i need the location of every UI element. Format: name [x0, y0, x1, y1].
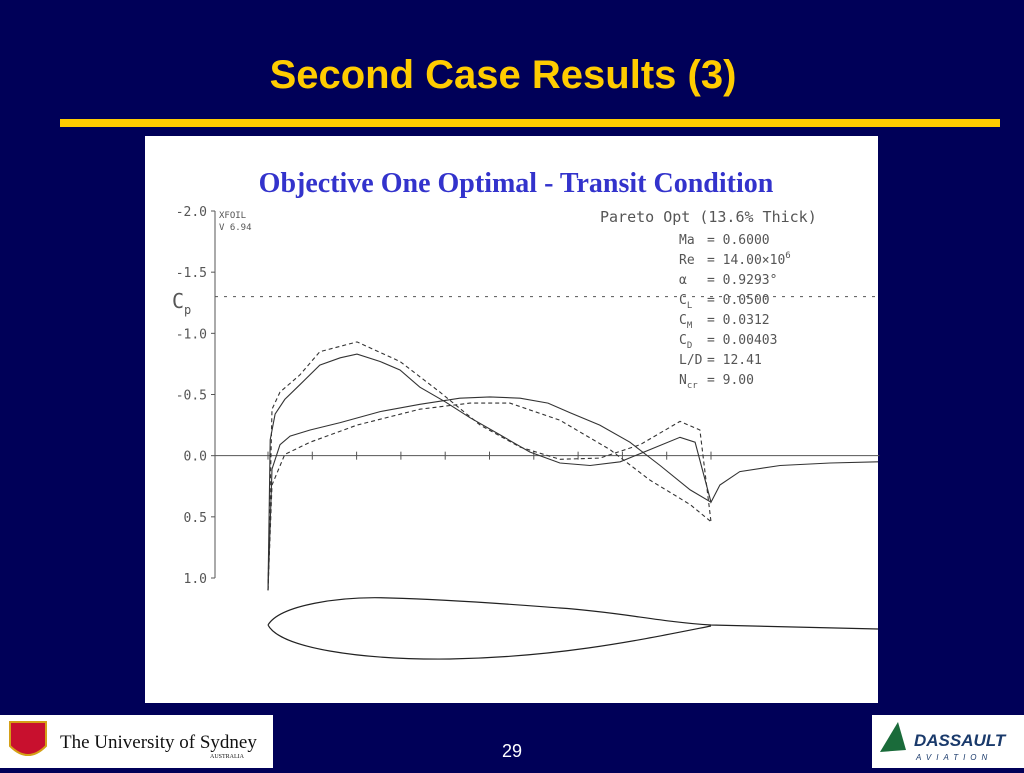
parameter: Ncr = 9.00: [679, 373, 754, 391]
y-tick-label: -1.5: [176, 266, 207, 281]
dassault-name: DASSAULT: [914, 731, 1007, 750]
y-label-sub: p: [184, 303, 191, 317]
parameter-value: = 14.00×10: [707, 253, 785, 268]
parameter-symbol: L/D: [679, 353, 703, 368]
program: XFOIL: [219, 211, 246, 221]
parameter-symbol: Re: [679, 253, 695, 268]
parameter: CM = 0.0312: [679, 313, 770, 331]
parameter: CD = 0.00403: [679, 333, 777, 351]
parameter-symbol: N: [679, 373, 687, 388]
y-tick-label: 0.5: [184, 511, 207, 526]
parameter-value: = 0.0312: [707, 313, 770, 328]
parameter-symbol: C: [679, 293, 687, 308]
cp-curve: [267, 402, 712, 591]
parameter-sub: M: [687, 321, 693, 331]
y-tick-label: -2.0: [176, 205, 207, 220]
parameter-value: = 0.9293°: [707, 273, 777, 288]
parameter-symbol: Ma: [679, 233, 695, 248]
case-label: Pareto Opt (13.6% Thick): [600, 208, 817, 226]
parameter-value: = 0.0500: [707, 293, 770, 308]
y-tick-label: -0.5: [176, 389, 207, 404]
y-label-symbol: C: [172, 289, 184, 313]
university-name: The University of Sydney: [60, 732, 257, 753]
parameter-symbol: α: [679, 273, 687, 288]
parameter-symbol: C: [679, 313, 687, 328]
y-tick-label: 0.0: [184, 450, 207, 465]
y-axis-label: Cp: [172, 289, 191, 317]
airfoil-shape: [267, 597, 879, 660]
plot-panel: [145, 136, 878, 703]
plot: -2.0 -1.5 -1.0 -0.5 0.0 0.5 1.0: [176, 205, 880, 591]
crest: [9, 721, 47, 756]
university-country: AUSTRALIA: [210, 754, 245, 760]
parameter-value: = 9.00: [707, 373, 754, 388]
page-number: 29: [502, 741, 522, 761]
parameter-value: = 0.00403: [707, 333, 777, 348]
version: V 6.94: [219, 223, 252, 233]
title-rule: [60, 119, 1000, 127]
chart-title: Objective One Optimal - Transit Conditio…: [259, 168, 774, 199]
slide-title: Second Case Results (3): [270, 53, 737, 97]
cp-curve: [267, 353, 879, 591]
parameter-value: = 12.41: [707, 353, 762, 368]
parameter: Re = 14.00×106: [679, 251, 791, 268]
y-tick-label: -1.0: [176, 327, 207, 342]
parameter-sub: cr: [687, 381, 698, 391]
parameter-sub: D: [687, 341, 692, 351]
parameter-sup: 6: [785, 251, 790, 261]
parameter: α = 0.9293°: [679, 273, 777, 288]
parameter: Ma = 0.6000: [679, 233, 770, 248]
parameter-symbol: C: [679, 333, 687, 348]
parameter-value: = 0.6000: [707, 233, 770, 248]
parameter: L/D = 12.41: [679, 353, 762, 368]
cp-curve: [267, 341, 712, 591]
y-tick-label: 1.0: [184, 572, 207, 587]
dassault-mark: [880, 722, 906, 752]
parameter-sub: L: [687, 301, 692, 311]
parameter: CL = 0.0500: [679, 293, 770, 311]
dassault-tagline: AVIATION: [915, 753, 992, 762]
